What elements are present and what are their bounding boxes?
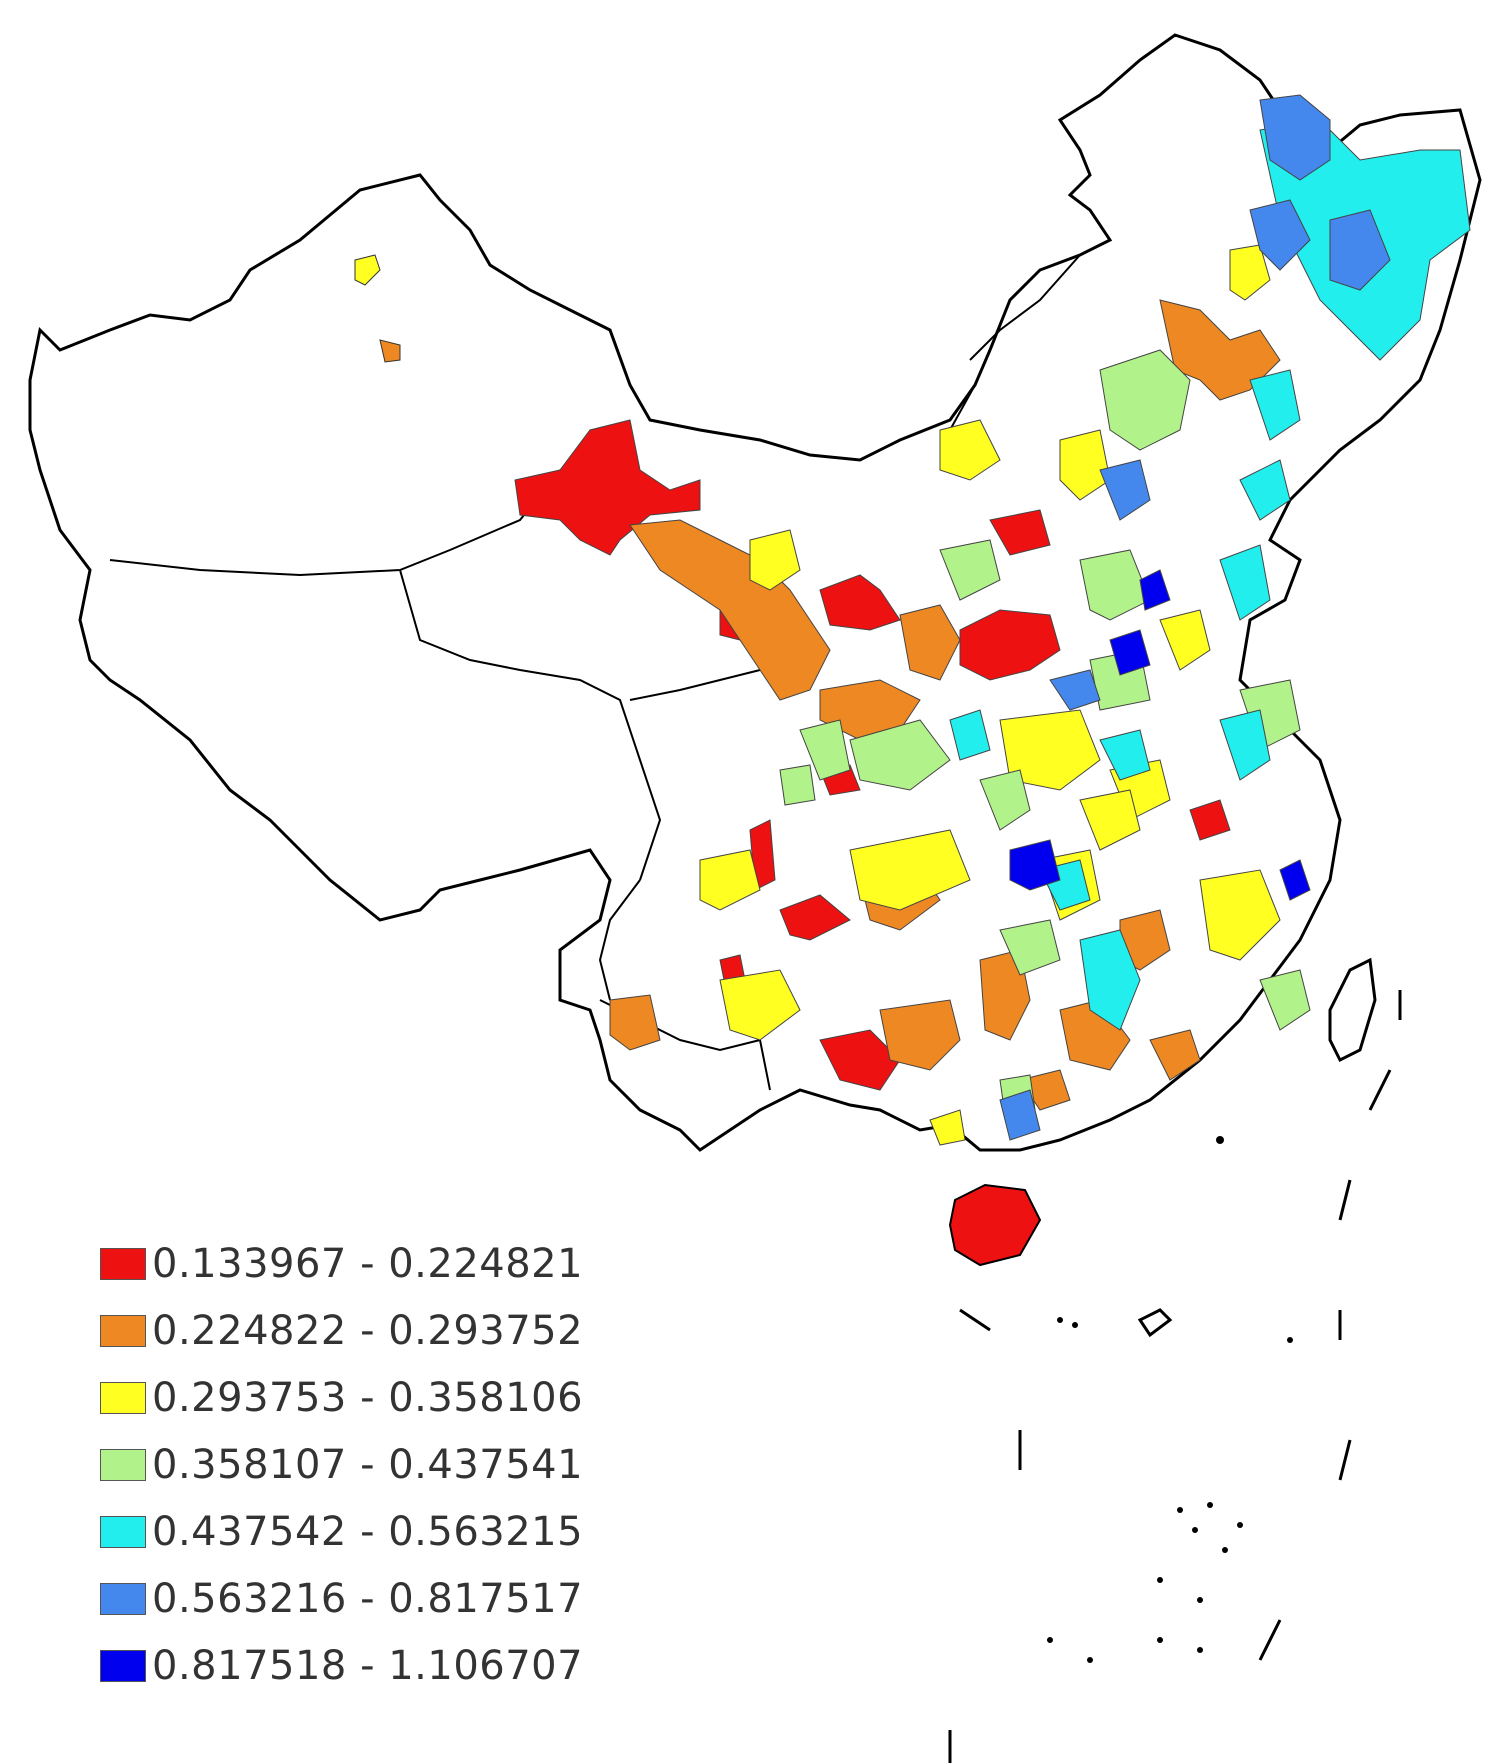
legend-item: 0.437542 - 0.563215 bbox=[100, 1498, 583, 1565]
regions-orange bbox=[379, 299, 1281, 1111]
legend-swatch bbox=[100, 1515, 146, 1548]
legend-label: 0.437542 - 0.563215 bbox=[152, 1508, 584, 1555]
legend-item: 0.817518 - 1.106707 bbox=[100, 1632, 583, 1699]
legend-swatch bbox=[100, 1649, 146, 1682]
legend-label: 0.563216 - 0.817517 bbox=[152, 1575, 584, 1622]
regions-yellow bbox=[354, 244, 1281, 1146]
legend-swatch bbox=[100, 1314, 146, 1347]
legend-label: 0.133967 - 0.224821 bbox=[152, 1240, 584, 1287]
legend-swatch bbox=[100, 1582, 146, 1615]
legend-swatch bbox=[100, 1247, 146, 1280]
island-dots bbox=[1047, 1136, 1293, 1663]
taiwan-outline bbox=[1328, 957, 1377, 1063]
south-china-sea-marks bbox=[948, 990, 1402, 1763]
legend-swatch bbox=[100, 1381, 146, 1414]
legend-item: 0.293753 - 0.358106 bbox=[100, 1364, 583, 1431]
legend-item: 0.563216 - 0.817517 bbox=[100, 1565, 583, 1632]
legend-item: 0.224822 - 0.293752 bbox=[100, 1297, 583, 1364]
legend-label: 0.817518 - 1.106707 bbox=[152, 1642, 584, 1689]
legend-swatch bbox=[100, 1448, 146, 1481]
legend: 0.133967 - 0.224821 0.224822 - 0.293752 0.… bbox=[100, 1230, 583, 1699]
legend-item: 0.133967 - 0.224821 bbox=[100, 1230, 583, 1297]
regions-medium-blue bbox=[999, 94, 1391, 1141]
province-boundaries bbox=[109, 254, 1081, 1091]
legend-item: 0.358107 - 0.437541 bbox=[100, 1431, 583, 1498]
legend-label: 0.358107 - 0.437541 bbox=[152, 1441, 584, 1488]
legend-label: 0.224822 - 0.293752 bbox=[152, 1307, 584, 1354]
legend-label: 0.293753 - 0.358106 bbox=[152, 1374, 584, 1421]
regions-dark-blue bbox=[1009, 569, 1311, 901]
